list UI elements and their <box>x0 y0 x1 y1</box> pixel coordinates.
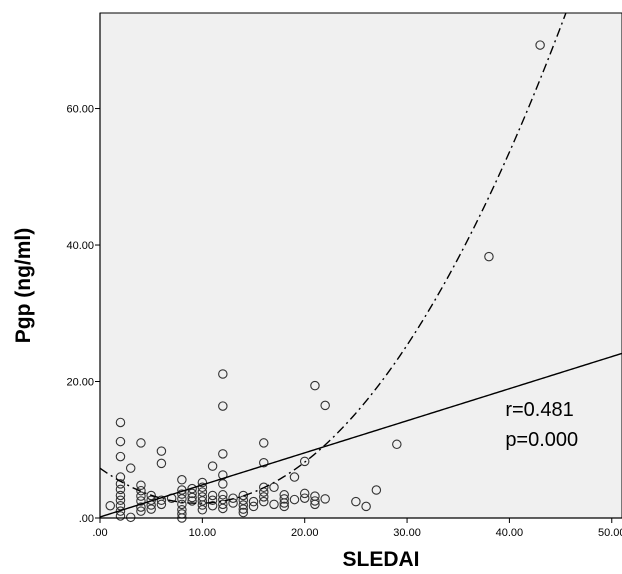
data-point <box>156 446 167 456</box>
data-point <box>207 490 218 501</box>
fit-lines <box>100 13 622 518</box>
data-point <box>371 485 382 495</box>
data-point <box>259 496 269 507</box>
data-point <box>238 490 249 501</box>
data-point <box>197 477 208 488</box>
data-point <box>187 488 197 499</box>
x-axis-title: SLEDAI <box>342 548 419 571</box>
linear-fit-line <box>100 352 622 518</box>
data-point <box>115 417 126 428</box>
data-point <box>279 498 289 508</box>
data-point <box>218 479 228 489</box>
data-point <box>218 449 228 459</box>
data-point <box>259 457 269 468</box>
data-point <box>310 380 320 391</box>
y-tick-label: 40.00 <box>66 240 94 252</box>
data-point <box>484 251 494 262</box>
data-point <box>207 495 218 506</box>
data-point <box>248 496 259 507</box>
data-point <box>279 501 289 512</box>
data-point <box>218 503 228 514</box>
data-point <box>136 438 146 448</box>
data-point <box>310 499 320 510</box>
y-tick-label: .00 <box>79 513 94 525</box>
data-point <box>228 493 238 503</box>
y-tick-label: 60.00 <box>66 104 94 116</box>
x-tick-label: 10.00 <box>189 527 217 539</box>
data-point <box>115 484 126 495</box>
data-point <box>289 494 300 505</box>
x-tick-label: 40.00 <box>496 527 524 539</box>
data-point <box>218 490 228 500</box>
data-point <box>125 463 136 473</box>
data-point <box>115 495 126 506</box>
x-tick-label: 20.00 <box>291 527 319 539</box>
data-point <box>351 496 361 507</box>
data-point <box>259 492 269 502</box>
data-point <box>238 500 249 510</box>
p-value-annotation: p=0.000 <box>505 429 578 451</box>
data-point <box>115 436 126 447</box>
data-point <box>269 499 279 510</box>
data-point <box>392 439 402 450</box>
data-point <box>248 501 259 512</box>
data-point <box>115 451 126 462</box>
data-point <box>187 492 197 503</box>
data-point <box>238 507 249 518</box>
data-point <box>125 512 136 523</box>
data-point <box>218 499 228 510</box>
x-axis-ticks: .00 10.00 20.00 30.00 40.00 50.00 <box>92 518 622 539</box>
data-point <box>279 494 289 504</box>
data-point <box>115 490 126 501</box>
data-point <box>177 499 187 510</box>
data-point <box>299 488 310 499</box>
x-tick-label: 30.00 <box>393 527 421 539</box>
data-point <box>136 502 146 512</box>
data-point <box>218 401 228 411</box>
y-tick-label: 20.00 <box>66 377 94 389</box>
data-point <box>218 369 228 379</box>
correlation-annotation: r=0.481 <box>505 399 573 421</box>
data-point <box>238 504 249 514</box>
data-point <box>207 500 218 511</box>
data-point <box>156 499 167 510</box>
data-point <box>535 40 545 50</box>
data-points <box>105 40 545 523</box>
data-point <box>289 472 300 482</box>
y-axis-ticks: .00 20.00 40.00 60.00 <box>66 104 100 525</box>
data-point <box>207 461 218 471</box>
data-point <box>136 506 146 516</box>
data-point <box>197 500 208 510</box>
data-point <box>187 496 197 506</box>
data-point <box>146 504 156 514</box>
data-point <box>310 496 320 506</box>
data-point <box>177 475 187 485</box>
data-point <box>299 493 310 503</box>
data-point <box>156 458 167 469</box>
data-point <box>177 494 187 504</box>
data-point <box>259 438 269 448</box>
data-point <box>320 494 330 504</box>
data-point <box>197 505 208 515</box>
data-point <box>320 400 330 411</box>
data-point <box>105 500 115 511</box>
data-point <box>197 482 208 493</box>
data-point <box>115 511 126 521</box>
plot-area <box>99 12 622 519</box>
x-tick-label: .00 <box>92 527 107 539</box>
data-point <box>177 489 187 499</box>
data-point <box>361 501 371 512</box>
data-point <box>299 456 310 467</box>
data-point <box>136 485 146 496</box>
data-point <box>136 491 146 501</box>
x-tick-label: 50.00 <box>598 527 622 539</box>
data-point <box>146 490 156 501</box>
data-point <box>136 496 146 506</box>
data-point <box>115 479 126 489</box>
data-point <box>156 495 167 506</box>
data-point <box>259 482 269 493</box>
data-point <box>136 480 146 490</box>
y-axis-title: Pgp (ng/ml) <box>12 228 35 343</box>
